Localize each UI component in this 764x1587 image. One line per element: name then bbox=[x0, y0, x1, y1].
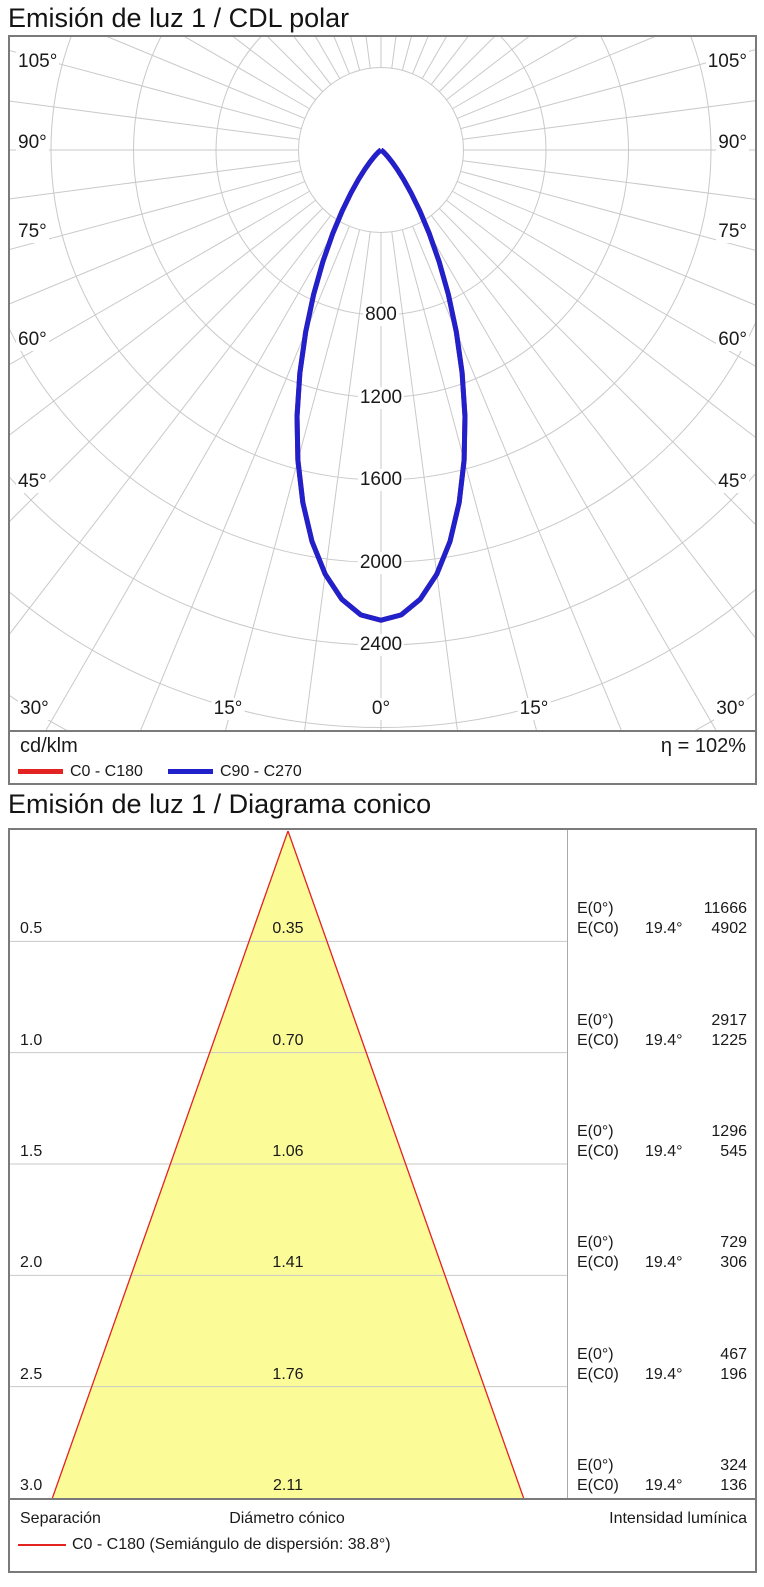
polar-angle-gridline bbox=[45, 221, 341, 730]
polar-chart-frame: 800 1200 1600 2000 2400 105° 105° 90° 90° 75° 75° 6… bbox=[8, 35, 757, 785]
polar-angle-gridline bbox=[10, 160, 300, 200]
polar-angle-gridline bbox=[438, 37, 495, 93]
cone-legend-label: C0 - C180 (Semiángulo de dispersión: 38.… bbox=[72, 1536, 391, 1553]
polar-angle-gridline bbox=[232, 37, 316, 101]
polar-angle-gridline bbox=[293, 37, 332, 85]
polar-legend-divider bbox=[10, 730, 755, 732]
e0-label: E(0°) bbox=[577, 900, 614, 917]
cone-chart-title: Emisión de luz 1 / Diagrama conico bbox=[8, 789, 432, 819]
ec0-value: 545 bbox=[720, 1143, 747, 1160]
polar-angle-gridline bbox=[10, 207, 324, 522]
legend-label-c0-c180: C0 - C180 bbox=[70, 763, 143, 780]
polar-angle-gridline bbox=[10, 215, 332, 635]
polar-angle-gridline bbox=[401, 229, 537, 730]
polar-angle-gridline bbox=[106, 37, 305, 119]
ec0-value: 136 bbox=[720, 1477, 747, 1494]
polar-angle-gridline bbox=[430, 215, 755, 639]
ec0-angle: 19.4° bbox=[645, 1477, 683, 1494]
polar-angle-gridline bbox=[184, 37, 310, 110]
e0-value: 11666 bbox=[703, 900, 747, 917]
ec0-label: E(C0) bbox=[577, 1477, 619, 1494]
polar-angle-gridline bbox=[438, 207, 755, 525]
ec0-value: 306 bbox=[720, 1254, 747, 1271]
polar-angle-gridline bbox=[10, 190, 310, 365]
ec0-value: 196 bbox=[720, 1366, 747, 1383]
e0-value: 1296 bbox=[711, 1123, 747, 1140]
polar-angle-gridline bbox=[401, 37, 412, 71]
e0-label: E(0°) bbox=[577, 1457, 614, 1474]
e0-label: E(0°) bbox=[577, 1234, 614, 1251]
separation-column-label: Separación bbox=[20, 1510, 101, 1527]
cone-diagram bbox=[10, 830, 567, 1498]
polar-chart-title: Emisión de luz 1 / CDL polar bbox=[8, 3, 350, 33]
polar-angle-gridline bbox=[421, 221, 717, 730]
polar-ring-gridline bbox=[298, 67, 464, 233]
cone-legend-line bbox=[18, 1544, 66, 1546]
ec0-angle: 19.4° bbox=[645, 1143, 683, 1160]
cone-edge-left bbox=[51, 830, 289, 1498]
polar-angle-gridline bbox=[10, 170, 302, 250]
polar-angle-gridline bbox=[452, 190, 755, 367]
polar-angle-gridline bbox=[267, 37, 324, 93]
polar-angle-gridline bbox=[446, 37, 530, 101]
ec0-label: E(C0) bbox=[577, 920, 619, 937]
polar-unit-label: cd/klm bbox=[20, 735, 78, 757]
ec0-value: 1225 bbox=[711, 1032, 747, 1049]
e0-label: E(0°) bbox=[577, 1012, 614, 1029]
polar-angle-gridline bbox=[10, 199, 316, 436]
polar-angle-gridline bbox=[10, 50, 302, 130]
polar-ring-gridline bbox=[10, 589, 755, 728]
polar-angle-gridline bbox=[350, 37, 361, 71]
e0-label: E(0°) bbox=[577, 1346, 614, 1363]
legend-label-c90-c270: C90 - C270 bbox=[220, 763, 302, 780]
polar-angle-gridline bbox=[457, 181, 755, 306]
cone-table-divider bbox=[567, 830, 568, 1498]
e0-value: 324 bbox=[720, 1457, 747, 1474]
ec0-label: E(C0) bbox=[577, 1254, 619, 1271]
polar-angle-gridline bbox=[333, 37, 350, 74]
e0-value: 2917 bbox=[711, 1012, 747, 1029]
polar-diagram bbox=[10, 37, 755, 730]
intensity-column-label: Intensidad lumínica bbox=[609, 1510, 747, 1527]
ec0-angle: 19.4° bbox=[645, 1032, 683, 1049]
polar-angle-gridline bbox=[391, 231, 458, 730]
polar-angle-gridline bbox=[446, 199, 755, 438]
diameter-column-label: Diámetro cónico bbox=[229, 1510, 345, 1527]
ec0-angle: 19.4° bbox=[645, 920, 683, 937]
e0-label: E(0°) bbox=[577, 1123, 614, 1140]
polar-angle-gridline bbox=[462, 100, 755, 140]
polar-angle-gridline bbox=[460, 49, 755, 130]
polar-angle-gridline bbox=[304, 231, 371, 730]
polar-angle-gridline bbox=[460, 170, 755, 251]
polar-ring-gridline bbox=[10, 693, 755, 730]
legend-line-c90-c270 bbox=[168, 769, 213, 774]
cone-footer-divider bbox=[10, 1498, 755, 1500]
ec0-value: 4902 bbox=[711, 920, 747, 937]
legend-line-c0-c180 bbox=[18, 769, 63, 774]
polar-angle-gridline bbox=[10, 100, 300, 140]
ec0-angle: 19.4° bbox=[645, 1254, 683, 1271]
polar-angle-gridline bbox=[10, 181, 305, 305]
cone-chart-frame: 0.5 0.35 E(0°) 11666 E(C0) 19.4° 4902 1.0 0.70 E(… bbox=[8, 828, 757, 1573]
polar-angle-gridline bbox=[225, 229, 361, 730]
ec0-label: E(C0) bbox=[577, 1032, 619, 1049]
light-output-ratio: η = 102% bbox=[660, 735, 746, 757]
e0-value: 467 bbox=[720, 1346, 747, 1363]
polar-angle-gridline bbox=[457, 37, 656, 119]
polar-angle-gridline bbox=[462, 160, 755, 200]
ec0-label: E(C0) bbox=[577, 1366, 619, 1383]
polar-angle-gridline bbox=[430, 37, 469, 85]
polar-ring-gridline bbox=[10, 473, 755, 646]
e0-value: 729 bbox=[720, 1234, 747, 1251]
intensity-curve-C90-C270 bbox=[294, 147, 468, 623]
ec0-angle: 19.4° bbox=[645, 1366, 683, 1383]
light-cone-fill bbox=[52, 831, 524, 1498]
cone-edge-right bbox=[287, 830, 525, 1498]
polar-angle-gridline bbox=[452, 37, 578, 110]
ec0-label: E(C0) bbox=[577, 1143, 619, 1160]
polar-angle-gridline bbox=[412, 37, 429, 74]
